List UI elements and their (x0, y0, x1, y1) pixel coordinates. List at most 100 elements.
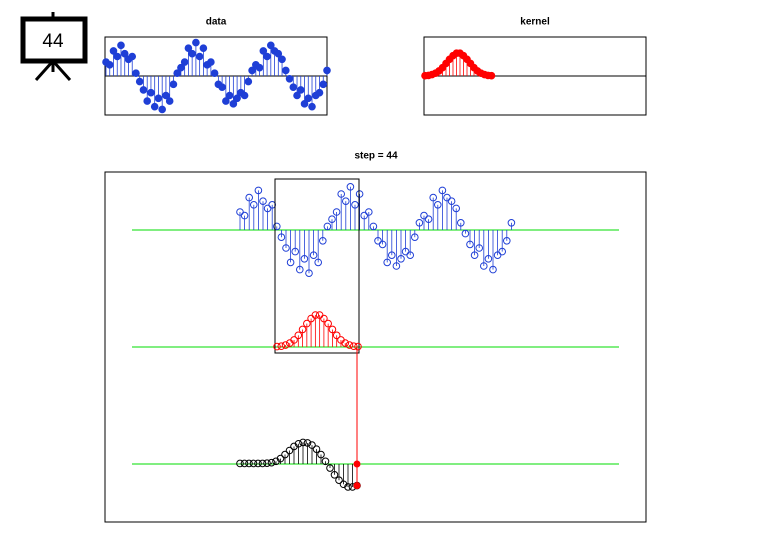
stem-marker (308, 102, 316, 111)
stem-marker (259, 197, 267, 205)
stem-marker (365, 208, 373, 216)
window-box (274, 178, 360, 354)
stem-marker (236, 459, 244, 468)
stem-marker (117, 41, 125, 50)
stem-marker (154, 94, 163, 103)
stem-marker (274, 49, 283, 58)
stem-marker (411, 233, 419, 241)
stem-marker (173, 69, 181, 78)
stem-marker (199, 44, 208, 52)
stem-marker (317, 450, 325, 459)
stem-marker (300, 254, 309, 263)
stem-marker (401, 247, 410, 256)
stem-marker (487, 71, 496, 80)
stem-marker (438, 186, 447, 195)
stem-marker (258, 459, 267, 468)
stem-marker (354, 342, 362, 351)
stem-marker (281, 66, 290, 75)
stem-marker (303, 439, 312, 447)
stem-marker (311, 311, 320, 319)
stem-marker (180, 58, 189, 66)
stem-marker (406, 251, 415, 259)
stem-marker (207, 58, 215, 66)
cursor-marker (353, 460, 361, 468)
stem-marker (369, 222, 378, 231)
stem-marker (470, 251, 479, 259)
stem-marker (305, 269, 313, 278)
stem-marker (294, 439, 303, 448)
stem-marker (109, 47, 118, 55)
stem-marker (461, 229, 470, 238)
stem-marker (498, 247, 507, 256)
stem-marker (244, 77, 253, 86)
stem-marker (314, 258, 323, 267)
stem-marker (480, 262, 488, 270)
stem-marker (236, 208, 244, 216)
stem-marker (424, 215, 433, 223)
stem-marker (484, 254, 493, 263)
stem-marker (452, 204, 461, 213)
stem-marker (374, 237, 382, 245)
stem-marker (278, 55, 286, 64)
stem-marker (378, 240, 387, 249)
stem-marker (420, 211, 428, 220)
stem-marker (335, 476, 343, 485)
stem-marker (259, 47, 268, 55)
stem-marker (296, 265, 304, 274)
stem-marker (135, 77, 144, 86)
stem-marker (132, 69, 140, 78)
stem-marker (248, 66, 256, 75)
stem-marker (323, 66, 331, 75)
stem-marker (255, 63, 264, 72)
stem-marker (113, 52, 122, 61)
stem-marker (105, 61, 114, 69)
stem-marker (337, 190, 346, 198)
stem-marker (128, 52, 137, 61)
stem-marker (162, 91, 170, 100)
stem-marker (120, 49, 129, 58)
stem-marker (296, 86, 305, 94)
stem-marker (285, 74, 294, 83)
stem-marker (475, 244, 484, 252)
stem-marker (294, 331, 303, 340)
stem-marker (303, 319, 311, 328)
stem-marker (300, 100, 309, 108)
stem-marker (415, 219, 424, 227)
stem-marker (341, 339, 350, 347)
stem-marker (293, 91, 301, 100)
stem-marker (319, 80, 328, 89)
stem-marker (346, 183, 355, 191)
stem-marker (493, 251, 502, 259)
stem-marker (268, 201, 277, 209)
chart-title: kernel (520, 17, 550, 28)
stem-marker (344, 483, 352, 491)
stem-marker (240, 459, 249, 468)
stem-marker (218, 83, 226, 91)
stem-marker (276, 454, 285, 463)
stem-marker (188, 49, 196, 58)
stem-marker (309, 251, 318, 259)
stem-marker (267, 41, 275, 50)
stem-marker (342, 197, 350, 205)
stem-marker (434, 201, 442, 209)
stem-marker (195, 52, 204, 61)
stem-marker (225, 91, 234, 100)
stem-marker (291, 247, 300, 256)
stem-marker (397, 254, 405, 263)
stem-marker (298, 325, 307, 334)
stem-marker (282, 244, 290, 252)
stem-marker (267, 458, 276, 467)
stem-marker (233, 94, 241, 103)
chart-title: step = 44 (354, 151, 398, 162)
stem-marker (147, 88, 155, 97)
stem-marker (388, 251, 396, 259)
stem-marker (289, 83, 298, 91)
stem-marker (290, 336, 298, 344)
stem-marker (312, 445, 321, 453)
stem-marker (229, 100, 238, 108)
stem-marker (273, 222, 281, 231)
icon-leg (51, 59, 72, 82)
stem-marker (281, 450, 289, 459)
stem-marker (443, 193, 451, 202)
